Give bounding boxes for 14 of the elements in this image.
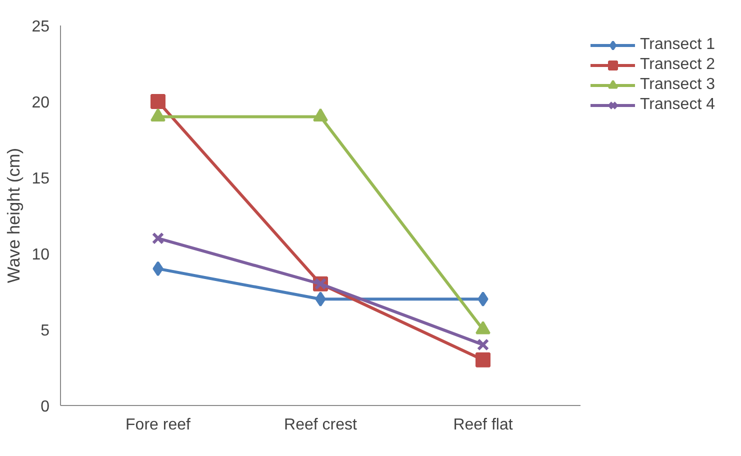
y-axis-title: Wave height (cm) [4,148,24,284]
legend-label: Transect 1 [640,35,715,55]
x-tick-label: Reef flat [453,416,514,434]
legend-label: Transect 3 [640,75,715,95]
y-tick-label: 10 [32,246,50,264]
y-tick-label: 15 [32,170,50,188]
legend-label: Transect 2 [640,55,715,75]
x-tick-label: Reef crest [284,416,358,434]
y-tick-label: 5 [40,322,50,340]
legend-label: Transect 4 [640,95,715,115]
y-tick-label: 0 [40,398,50,416]
x-tick-label: Fore reef [126,416,192,434]
y-tick-label: 20 [32,94,50,112]
y-tick-label: 25 [32,18,50,36]
